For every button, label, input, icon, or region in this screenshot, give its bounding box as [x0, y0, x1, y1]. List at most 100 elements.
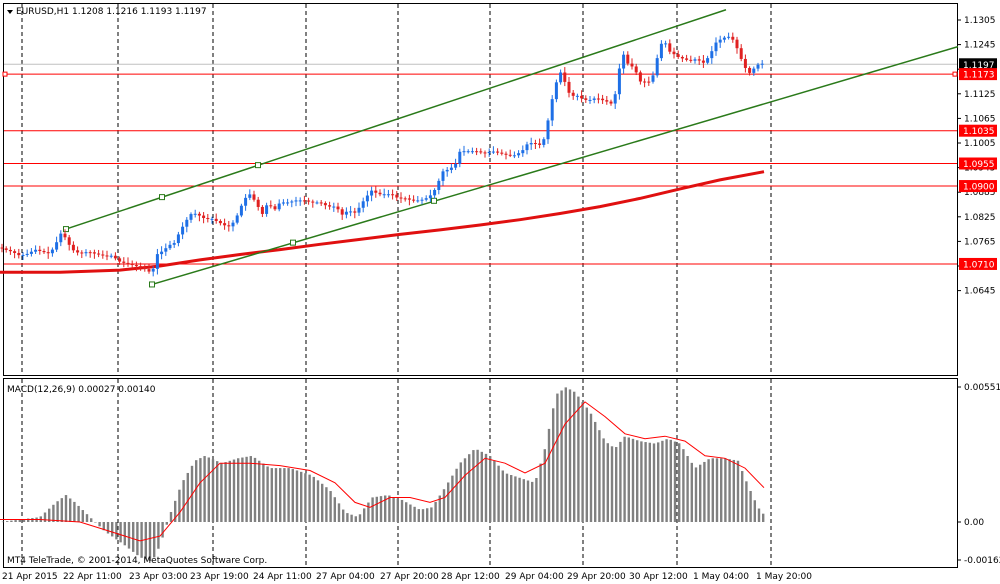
- macd-histogram-bar: [111, 522, 114, 537]
- macd-histogram-bar: [77, 505, 80, 522]
- macd-histogram-bar: [52, 504, 55, 522]
- macd-histogram-bar: [119, 522, 122, 543]
- level-price-label: 1.0900: [963, 183, 995, 193]
- macd-histogram-bar: [409, 504, 412, 522]
- candle-body: [231, 222, 235, 227]
- macd-histogram-bar: [615, 447, 618, 522]
- level-price-badge: [959, 180, 997, 193]
- macd-histogram-bar: [31, 518, 34, 522]
- macd-histogram-bar: [699, 464, 702, 522]
- macd-histogram-bar: [56, 501, 59, 522]
- macd-histogram-bar: [216, 461, 219, 522]
- macd-histogram-bar: [745, 481, 748, 522]
- candle-body: [311, 201, 315, 203]
- candle-body: [420, 199, 424, 201]
- level-price-label: 1.0955: [963, 160, 995, 170]
- macd-histogram-bar: [274, 468, 278, 522]
- candle-body: [340, 209, 344, 215]
- macd-signal-line: [0, 401, 765, 542]
- candle-body: [302, 200, 306, 202]
- candle-body: [748, 67, 752, 73]
- candle-body: [525, 144, 529, 151]
- candle-body: [622, 54, 626, 69]
- macd-histogram-bar: [115, 522, 118, 540]
- candle-body: [470, 151, 474, 153]
- candle-body: [374, 190, 378, 193]
- time-tick-label: 23 Apr 19:00: [190, 572, 249, 582]
- candle-body: [424, 198, 428, 200]
- macd-tick-label: 0.00551: [964, 383, 1000, 393]
- macd-histogram-bar: [228, 460, 231, 522]
- macd-histogram-bar: [90, 518, 93, 522]
- candle-body: [307, 200, 311, 202]
- macd-histogram-bar: [253, 457, 257, 522]
- dropdown-triangle-icon[interactable]: [7, 10, 13, 14]
- candle-body: [626, 54, 630, 64]
- macd-histogram-bar: [736, 460, 740, 522]
- macd-histogram-bar: [396, 498, 399, 522]
- candle-body: [147, 269, 151, 272]
- macd-histogram-bar: [127, 522, 131, 549]
- candle-body: [630, 63, 634, 67]
- macd-histogram-bar: [724, 458, 727, 522]
- macd-histogram-bar: [375, 496, 378, 522]
- macd-histogram-bar: [354, 516, 357, 522]
- candle-body: [584, 98, 588, 100]
- candle-body: [508, 154, 512, 156]
- candle-body: [235, 215, 239, 223]
- macd-histogram-bar: [711, 458, 714, 522]
- candle-body: [172, 243, 176, 245]
- macd-histogram-bar: [547, 428, 551, 522]
- candle-body: [197, 213, 201, 216]
- macd-histogram-bar: [598, 430, 601, 522]
- macd-histogram-bar: [245, 456, 248, 522]
- macd-histogram-bar: [153, 522, 156, 558]
- candle-body: [84, 252, 88, 254]
- macd-histogram-bar: [203, 456, 206, 522]
- macd-histogram-bar: [14, 520, 17, 522]
- macd-histogram-bar: [350, 514, 353, 522]
- ohlc-values: 1.1208 1.1216 1.1193 1.1197: [72, 7, 207, 17]
- macd-histogram-bar: [199, 458, 202, 522]
- candle-body: [575, 95, 579, 97]
- macd-histogram-bar: [262, 463, 265, 522]
- macd-histogram-bar: [312, 476, 315, 522]
- macd-histogram-bar: [249, 456, 252, 522]
- candle-body: [281, 202, 285, 204]
- level-price-label: 1.1173: [963, 71, 995, 81]
- candle-body: [67, 237, 71, 245]
- macd-histogram-bar: [333, 497, 336, 522]
- macd-histogram-bar: [136, 522, 139, 556]
- macd-histogram-bar: [358, 514, 362, 522]
- macd-histogram-bar: [241, 457, 244, 522]
- macd-histogram-bar: [640, 441, 643, 522]
- macd-histogram-bar: [657, 442, 660, 522]
- macd-histogram-bar: [720, 458, 723, 522]
- macd-histogram-bar: [686, 456, 689, 522]
- macd-histogram-bar: [60, 498, 63, 522]
- candle-body: [185, 219, 189, 227]
- candle-body: [651, 75, 655, 82]
- candle-body: [273, 206, 277, 210]
- macd-histogram-bar: [106, 522, 110, 534]
- level-anchor-right: [952, 71, 958, 77]
- time-tick-label: 30 Apr 12:00: [629, 572, 688, 582]
- candle-body: [130, 263, 134, 266]
- candle-body: [571, 92, 575, 96]
- candle-body: [680, 56, 684, 59]
- macd-histogram-bar: [148, 522, 152, 562]
- candle-body: [97, 253, 101, 255]
- macd-histogram-bar: [442, 489, 446, 522]
- macd-histogram-bar: [64, 495, 68, 522]
- macd-histogram-bar: [493, 460, 496, 522]
- candle-body: [428, 195, 432, 199]
- candle-body: [50, 249, 54, 254]
- candle-body: [290, 201, 294, 203]
- candle-body: [617, 68, 621, 95]
- candle-body: [613, 94, 617, 104]
- candle-body: [685, 58, 689, 60]
- candle-body: [155, 254, 159, 269]
- macd-histogram-bar: [577, 396, 580, 522]
- macd-histogram-bar: [405, 502, 408, 522]
